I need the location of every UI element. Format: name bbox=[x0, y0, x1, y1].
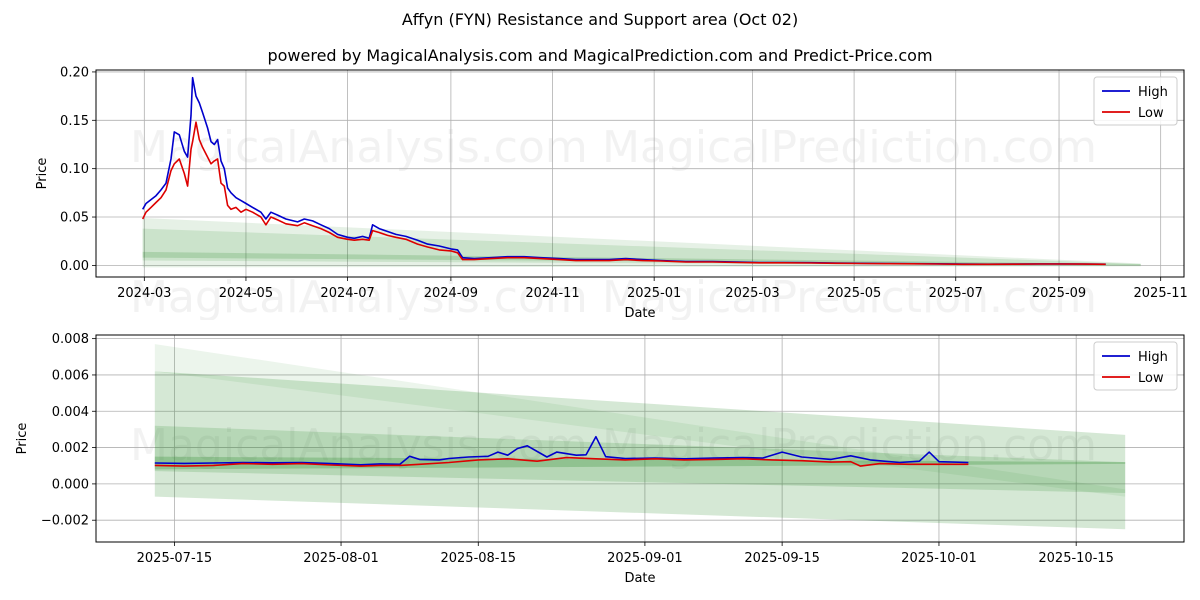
y-tick-label: 0.000 bbox=[52, 477, 89, 492]
y-axis-title: Price bbox=[15, 423, 30, 455]
support-resistance-band bbox=[154, 344, 1126, 497]
legend-label-low: Low bbox=[1138, 371, 1164, 386]
y-tick-label: 0.10 bbox=[60, 162, 89, 177]
y-tick-label: 0.15 bbox=[60, 114, 89, 129]
watermark-right: MagicalPrediction.com bbox=[602, 272, 1097, 320]
legend-label-high: High bbox=[1138, 85, 1168, 100]
x-axis-title: Date bbox=[624, 306, 655, 320]
x-tick-label: 2025-11 bbox=[1134, 286, 1188, 301]
x-tick-label: 2025-07-15 bbox=[137, 551, 213, 566]
series-line-high bbox=[154, 435, 969, 466]
y-tick-label: 0.008 bbox=[52, 332, 89, 347]
chart-subtitle: powered by MagicalAnalysis.com and Magic… bbox=[267, 46, 933, 65]
y-tick-label: 0.20 bbox=[60, 65, 89, 80]
support-resistance-band bbox=[142, 217, 1141, 268]
support-resistance-band bbox=[154, 371, 1126, 530]
y-tick-label: −0.002 bbox=[41, 514, 89, 529]
x-tick-label: 2024-03 bbox=[117, 286, 171, 301]
x-tick-label: 2025-09-15 bbox=[744, 551, 820, 566]
x-tick-label: 2025-08-15 bbox=[440, 551, 516, 566]
x-tick-label: 2025-10-15 bbox=[1038, 551, 1114, 566]
watermark-left: MagicalAnalysis.com bbox=[130, 272, 588, 320]
support-resistance-band bbox=[142, 251, 1141, 265]
x-tick-label: 2025-09 bbox=[1032, 286, 1086, 301]
x-tick-label: 2025-09-01 bbox=[607, 551, 683, 566]
plot-area bbox=[154, 344, 1126, 530]
y-tick-label: 0.004 bbox=[52, 405, 89, 420]
x-tick-label: 2024-07 bbox=[320, 286, 374, 301]
x-tick-label: 2025-08-01 bbox=[303, 551, 379, 566]
watermark-right: MagicalPrediction.com bbox=[602, 122, 1097, 173]
x-tick-label: 2024-05 bbox=[219, 286, 273, 301]
x-tick-label: 2025-05 bbox=[827, 286, 881, 301]
plot-frame bbox=[95, 69, 1185, 278]
legend bbox=[1093, 76, 1178, 126]
plot-area bbox=[141, 76, 1141, 268]
y-tick-label: 0.002 bbox=[52, 441, 89, 456]
plot-frame bbox=[95, 334, 1185, 543]
series-line-low bbox=[154, 456, 969, 467]
x-tick-label: 2024-11 bbox=[525, 286, 579, 301]
x-tick-label: 2025-07 bbox=[929, 286, 983, 301]
legend-label-high: High bbox=[1138, 350, 1168, 365]
y-tick-label: 0.006 bbox=[52, 368, 89, 383]
legend bbox=[1093, 341, 1178, 391]
watermark-left: MagicalAnalysis.com bbox=[130, 122, 588, 173]
y-tick-label: 0.05 bbox=[60, 211, 89, 226]
legend-label-low: Low bbox=[1138, 106, 1164, 121]
series-line-low bbox=[141, 121, 1106, 266]
top-chart: MagicalAnalysis.com MagicalPrediction.com… bbox=[35, 65, 1188, 320]
y-axis-title: Price bbox=[35, 158, 50, 190]
chart-title: Affyn (FYN) Resistance and Support area … bbox=[401, 10, 799, 29]
support-resistance-band bbox=[142, 228, 1141, 266]
x-tick-label: 2025-01 bbox=[627, 286, 681, 301]
x-tick-label: 2024-09 bbox=[424, 286, 478, 301]
x-tick-label: 2025-03 bbox=[725, 286, 779, 301]
x-tick-label: 2025-10-01 bbox=[901, 551, 977, 566]
bottom-chart: MagicalAnalysis.com MagicalPrediction.com… bbox=[15, 332, 1185, 586]
y-tick-label: 0.00 bbox=[60, 259, 89, 274]
x-axis-title: Date bbox=[624, 571, 655, 586]
